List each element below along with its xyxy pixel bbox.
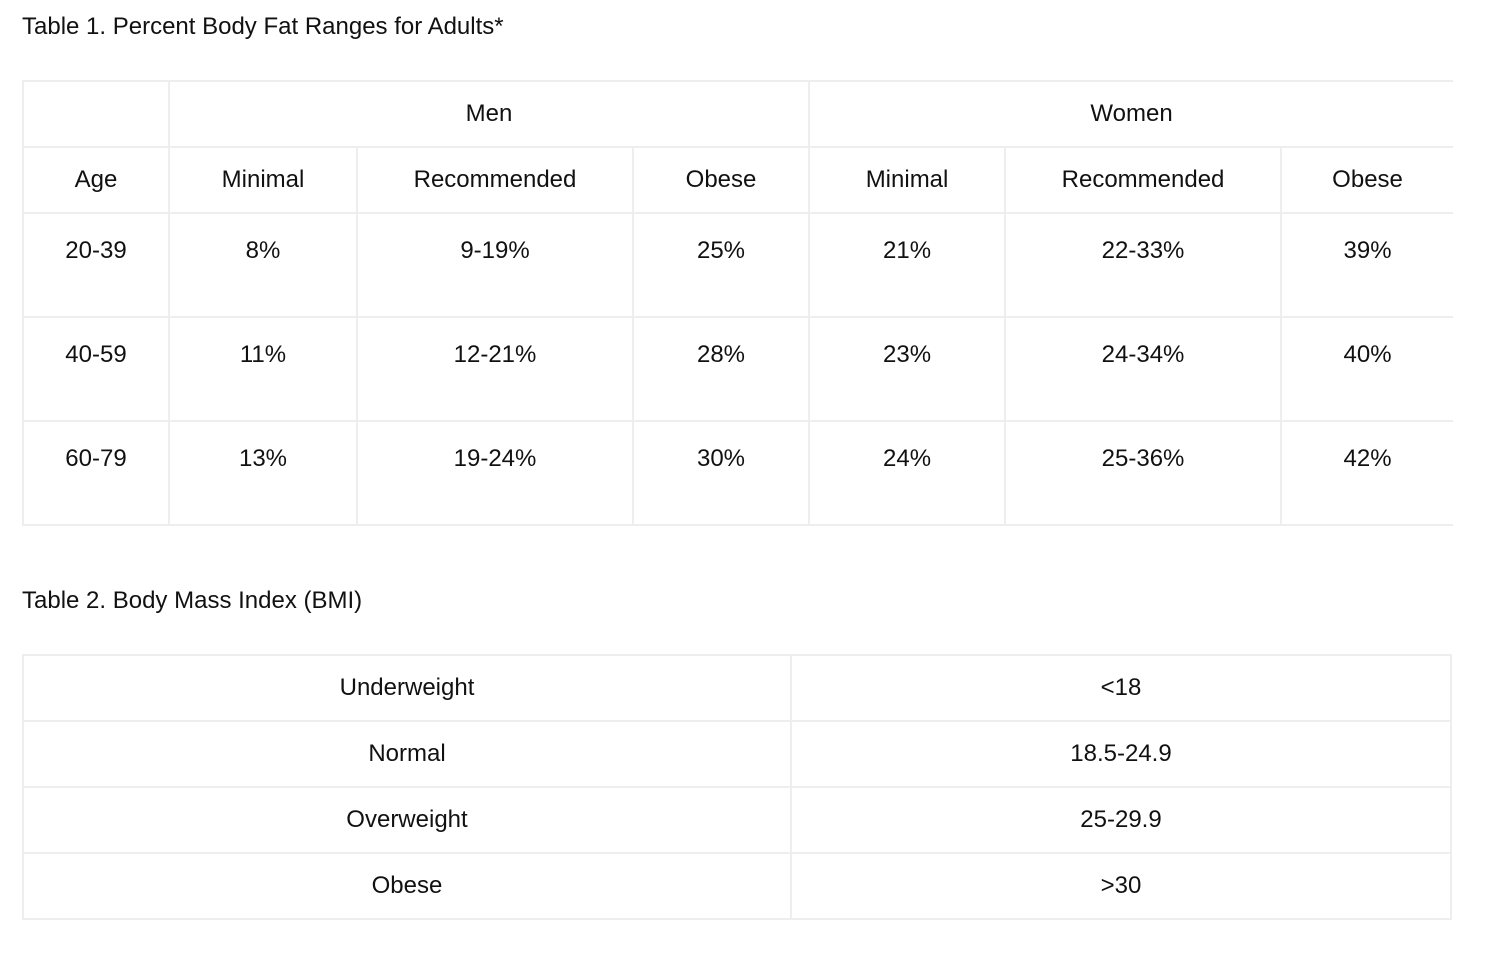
bmi-category-cell: Normal [22,720,792,788]
women-minimal-cell: 24% [808,420,1007,526]
women-minimal-cell: 21% [808,212,1007,318]
women-minimal-cell: 23% [808,316,1007,422]
women-obese-cell: 42% [1280,420,1454,526]
bmi-category-cell: Obese [22,852,792,920]
women-recommended-cell: 24-34% [1004,316,1283,422]
bmi-range-cell: >30 [790,852,1452,920]
bmi-table: Underweight <18 Normal 18.5-24.9 Overwei… [22,654,1452,920]
bmi-range-cell: 18.5-24.9 [790,720,1452,788]
table-row: Obese >30 [22,852,1452,920]
women-recommended-cell: 22-33% [1004,212,1283,318]
body-fat-table: Men Women Age Minimal Recommended Obese … [22,80,1454,526]
men-obese-cell: 30% [631,420,811,526]
table-row: 20-39 8% 9-19% 25% 21% 22-33% 39% [22,212,1454,318]
bmi-range-cell: <18 [790,654,1452,722]
age-cell: 20-39 [22,212,170,318]
men-obese-cell: 28% [631,316,811,422]
bmi-category-cell: Underweight [22,654,792,722]
column-header-women-obese: Obese [1280,146,1454,214]
table-row: Underweight <18 [22,654,1452,722]
bmi-range-cell: 25-29.9 [790,786,1452,854]
age-cell: 60-79 [22,420,170,526]
column-header-men-recommended: Recommended [356,146,634,214]
men-minimal-cell: 11% [168,316,358,422]
column-header-men-obese: Obese [631,146,811,214]
column-header-age: Age [22,146,170,214]
column-header-row: Age Minimal Recommended Obese Minimal Re… [22,146,1454,214]
table-row: Normal 18.5-24.9 [22,720,1452,788]
men-minimal-cell: 13% [168,420,358,526]
women-obese-cell: 40% [1280,316,1454,422]
women-recommended-cell: 25-36% [1004,420,1283,526]
men-obese-cell: 25% [631,212,811,318]
column-header-women-minimal: Minimal [808,146,1007,214]
men-minimal-cell: 8% [168,212,358,318]
men-recommended-cell: 19-24% [356,420,634,526]
table2-caption: Table 2. Body Mass Index (BMI) [22,587,363,614]
group-header-men: Men [167,80,811,148]
table-row: Overweight 25-29.9 [22,786,1452,854]
group-header-women: Women [808,80,1454,148]
column-header-men-minimal: Minimal [168,146,358,214]
age-cell: 40-59 [22,316,170,422]
women-obese-cell: 39% [1280,212,1454,318]
column-header-women-recommended: Recommended [1004,146,1283,214]
empty-header-cell [22,80,170,148]
men-recommended-cell: 9-19% [356,212,634,318]
table1-caption: Table 1. Percent Body Fat Ranges for Adu… [22,13,504,40]
bmi-category-cell: Overweight [22,786,792,854]
men-recommended-cell: 12-21% [356,316,634,422]
table-row: 40-59 11% 12-21% 28% 23% 24-34% 40% [22,316,1454,422]
table-row: 60-79 13% 19-24% 30% 24% 25-36% 42% [22,420,1454,526]
group-header-row: Men Women [22,80,1454,148]
